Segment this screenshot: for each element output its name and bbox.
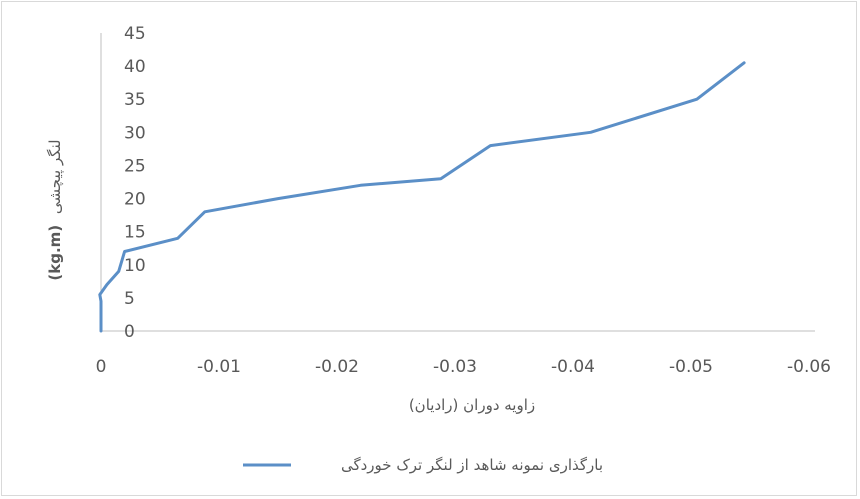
y-tick-label: 35 [124,90,146,110]
axes [100,33,815,332]
series-line [98,61,746,333]
y-tick-label: 45 [124,24,146,44]
tick-labels: 0 5 10 15 20 25 30 35 40 45 0 -0.01 -0.02 -0.03 -0.04 -… [96,24,831,377]
y-tick-label: 10 [124,256,146,276]
legend: بارگذاری نمونه شاهد از لنگر ترک خوردگی [243,456,603,474]
y-tick-label: 0 [124,322,135,342]
y-tick-label: 15 [124,223,146,243]
legend-label: بارگذاری نمونه شاهد از لنگر ترک خوردگی [341,456,603,474]
y-tick-label: 25 [124,156,146,176]
y-tick-label: 5 [124,289,135,309]
y-axis-title-text: لنگر پیچشی [46,139,65,214]
series-layer [98,61,746,333]
y-tick-label: 40 [124,57,146,77]
y-axis-title: (kg.m) لنگر پیچشی [46,139,65,280]
x-tick-label: -0.05 [669,357,713,377]
x-tick-label: 0 [96,357,107,377]
x-tick-label: -0.02 [315,357,359,377]
x-tick-label: -0.06 [787,357,831,377]
x-tick-label: -0.04 [551,357,595,377]
x-tick-label: -0.03 [433,357,477,377]
svg-text:(kg.m) لنگر پیچشی: (kg.m) لنگر پیچشی [46,139,65,280]
x-tick-label: -0.01 [197,357,241,377]
y-tick-label: 20 [124,190,146,210]
y-axis-title-unit: (kg.m) [46,225,64,281]
y-tick-label: 30 [124,123,146,143]
x-axis-title: زاویه دوران (رادیان) [409,396,535,414]
